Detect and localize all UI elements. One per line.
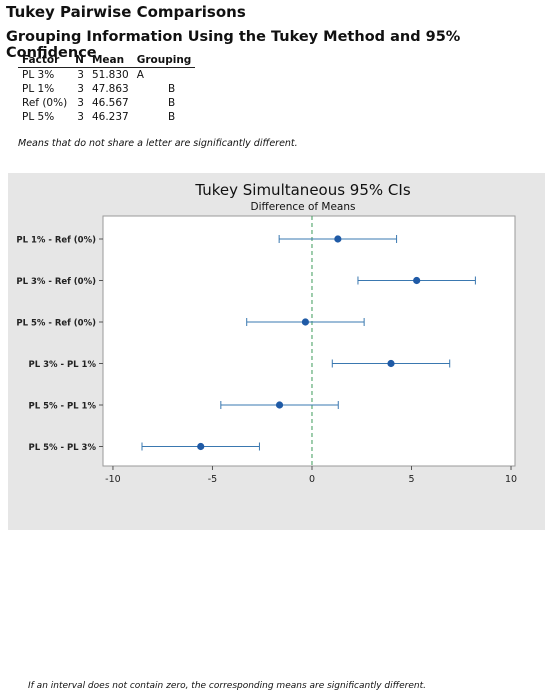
- y-tick-label: PL 5% - PL 1%: [28, 402, 96, 412]
- mean-difference-point: [197, 442, 205, 451]
- group-a-cell: A: [136, 69, 144, 81]
- mean-cell: 47.863: [91, 83, 129, 95]
- col-grouping: Grouping: [132, 54, 196, 68]
- grouping-table-header: Factor N Mean Grouping: [18, 54, 196, 68]
- page-title: Tukey Pairwise Comparisons: [6, 3, 246, 21]
- group-a-cell: [133, 110, 164, 124]
- chart-marks: -10 -5 0 5 10 PL 1% - Ref (0%) PL 3% - Ref (0%…: [16, 216, 517, 485]
- mean-difference-point: [413, 276, 421, 285]
- y-tick-label: PL 3% - Ref (0%): [16, 277, 96, 287]
- chart-subtitle: Difference of Means: [250, 201, 355, 213]
- group-a-cell: [133, 96, 164, 110]
- y-tick-label: PL 1% - Ref (0%): [16, 236, 96, 246]
- n-cell: 3: [77, 69, 84, 81]
- grouping-table: Factor N Mean Grouping PL 3% 3 51.830 A …: [18, 54, 196, 124]
- chart-title: Tukey Simultaneous 95% CIs: [194, 181, 410, 199]
- group-b-cell: B: [167, 111, 176, 123]
- factor-cell: PL 5%: [22, 111, 55, 123]
- tukey-ci-chart: Tukey Simultaneous 95% CIs Difference of…: [16, 181, 517, 485]
- table-row: PL 1% 3 47.863 B: [18, 82, 195, 96]
- mean-difference-point: [334, 235, 342, 243]
- factor-cell: PL 3%: [22, 69, 55, 81]
- chart-panel: Tukey Simultaneous 95% CIs Difference of…: [8, 173, 545, 691]
- table-row: Ref (0%) 3 46.567 B: [18, 96, 195, 110]
- n-cell: 3: [77, 111, 84, 123]
- group-b-cell: [164, 68, 195, 83]
- factor-cell: Ref (0%): [22, 97, 68, 109]
- mean-cell: 51.830: [91, 69, 129, 81]
- mean-difference-point: [301, 318, 310, 326]
- mean-cell: 46.567: [91, 97, 129, 109]
- table-row: PL 5% 3 46.237 B: [18, 110, 195, 124]
- x-tick-label: -5: [208, 474, 217, 485]
- mean-difference-point: [275, 401, 284, 409]
- group-b-cell: B: [167, 83, 176, 95]
- table-row: PL 3% 3 51.830 A: [18, 68, 195, 83]
- n-cell: 3: [77, 83, 84, 95]
- col-n: N: [71, 54, 88, 68]
- group-a-cell: [133, 82, 164, 96]
- col-factor: Factor: [18, 54, 72, 68]
- chart-footnote: If an interval does not contain zero, th…: [28, 681, 426, 691]
- factor-cell: PL 1%: [22, 83, 55, 95]
- n-cell: 3: [77, 97, 84, 109]
- mean-difference-point: [387, 359, 395, 368]
- col-mean: Mean: [87, 54, 133, 68]
- x-tick-label: 10: [505, 474, 517, 485]
- y-tick-label: PL 5% - PL 3%: [28, 443, 96, 453]
- y-tick-label: PL 5% - Ref (0%): [16, 319, 96, 329]
- grouping-note: Means that do not share a letter are sig…: [18, 138, 298, 149]
- y-tick-label: PL 3% - PL 1%: [28, 360, 96, 370]
- mean-cell: 46.237: [91, 111, 129, 123]
- x-tick-label: 0: [309, 474, 315, 485]
- group-b-cell: B: [167, 97, 176, 109]
- x-tick-label: 5: [408, 474, 414, 485]
- plot-area: [102, 215, 516, 467]
- x-tick-label: -10: [105, 474, 121, 485]
